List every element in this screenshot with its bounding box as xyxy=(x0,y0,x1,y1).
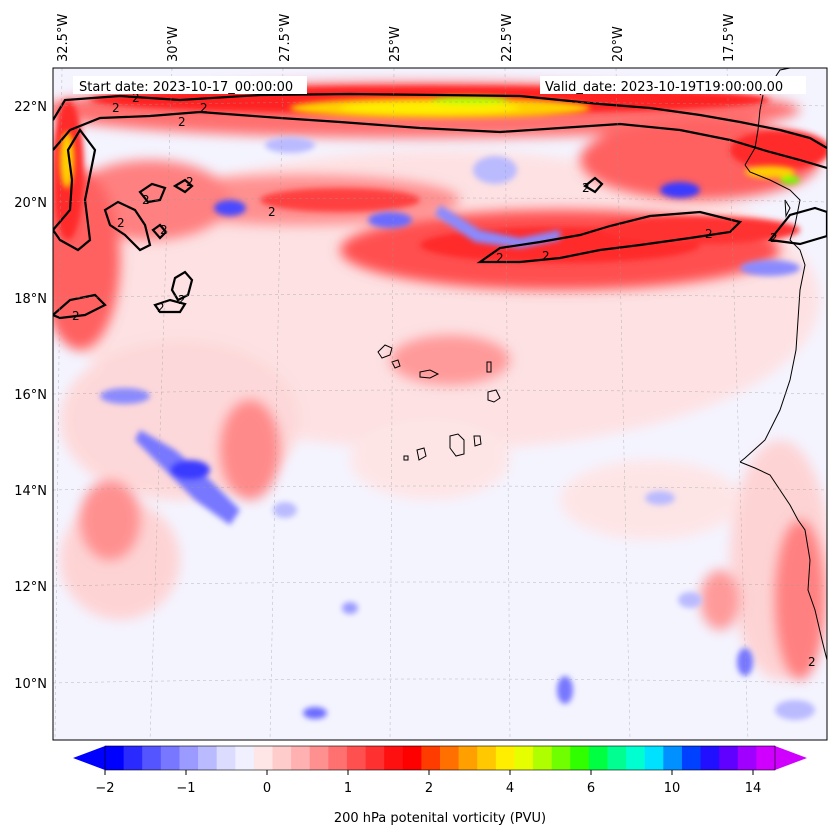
colorbar-tick-label: 14 xyxy=(745,781,762,796)
lat-label-16n: 16°N xyxy=(14,388,47,403)
colorbar-cell xyxy=(346,746,367,770)
contour-label: 2 xyxy=(178,115,186,129)
lon-label-27.5w: 27.5°W xyxy=(278,14,293,62)
colorbar: −2 −1 0 1 2 4 6 10 14 200 hPa potenital … xyxy=(73,745,807,826)
colorbar-cell xyxy=(123,746,143,770)
lat-label-20n: 20°N xyxy=(14,196,47,211)
map-frame xyxy=(52,67,828,741)
contour-label: 2 xyxy=(117,216,125,230)
colorbar-cell xyxy=(291,746,311,770)
contour-label: 2 xyxy=(160,223,168,237)
colorbar-ticks: −2 −1 0 1 2 4 6 10 14 xyxy=(95,770,761,796)
colorbar-cell xyxy=(719,746,739,770)
colorbar-title: 200 hPa potenital vorticity (PVU) xyxy=(334,811,546,826)
colorbar-cell xyxy=(142,746,162,770)
colorbar-cell xyxy=(737,746,757,770)
contour-label: 2 xyxy=(178,293,186,307)
colorbar-tick-label: 4 xyxy=(506,781,514,796)
colorbar-cell xyxy=(681,746,702,770)
contour-label: 2 xyxy=(705,227,713,241)
colorbar-cell xyxy=(495,746,516,770)
lat-label-18n: 18°N xyxy=(14,292,47,307)
lon-label-17.5w: 17.5°W xyxy=(722,14,737,62)
contour-label: 2 xyxy=(112,101,120,115)
contour-label: 2 xyxy=(200,101,208,115)
colorbar-tick-label: 2 xyxy=(425,781,433,796)
colorbar-cell xyxy=(402,746,422,770)
lat-label-14n: 14°N xyxy=(14,484,47,499)
contour-label: 2 xyxy=(186,175,194,189)
colorbar-max-extend xyxy=(775,746,807,770)
colorbar-cell xyxy=(570,746,590,770)
start-date-box xyxy=(73,76,307,94)
valid-date-box xyxy=(540,76,806,94)
colorbar-cell xyxy=(477,746,497,770)
colorbar-cell xyxy=(421,746,441,770)
colorbar-cell xyxy=(216,746,236,770)
map-panel: 2 2 2 2 2 2 2 2 2 2 2 2 2 2 2 2 2 2 xyxy=(52,67,828,741)
lat-label-22n: 22°N xyxy=(14,100,47,115)
contour-label: 2 xyxy=(157,301,165,315)
latitude-labels: 22°N 20°N 18°N 16°N 14°N 12°N 10°N xyxy=(14,100,47,692)
colorbar-cell xyxy=(551,746,571,770)
lon-label-32.5w: 32.5°W xyxy=(56,14,71,62)
colorbar-cell xyxy=(756,746,776,770)
colorbar-cell xyxy=(328,746,348,770)
contour-label: 2 xyxy=(542,249,550,263)
contour-label: 2 xyxy=(142,193,150,207)
colorbar-cell xyxy=(105,746,125,770)
contour-label: 2 xyxy=(808,655,816,669)
pv-contours xyxy=(53,92,827,320)
colorbar-tick-label: 6 xyxy=(587,781,595,796)
coastline xyxy=(377,68,827,661)
lat-label-12n: 12°N xyxy=(14,580,47,595)
colorbar-cell xyxy=(533,746,553,770)
lon-label-30w: 30°W xyxy=(166,26,181,62)
lon-label-22.5w: 22.5°W xyxy=(500,14,515,62)
colorbar-tick-label: 10 xyxy=(664,781,681,796)
lon-label-20w: 20°W xyxy=(611,26,626,62)
longitude-labels: 32.5°W 30°W 27.5°W 25°W 22.5°W 20°W 17.5… xyxy=(56,14,737,62)
contour-label: 2 xyxy=(268,205,276,219)
pv-field: 2 2 2 2 2 2 2 2 2 2 2 2 2 2 2 2 2 2 xyxy=(53,68,827,740)
valid-date-label: Valid_date: 2023-10-19T19:00:00.00 xyxy=(545,80,783,95)
colorbar-cell xyxy=(644,746,664,770)
colorbar-cell xyxy=(272,746,292,770)
colorbar-cell xyxy=(235,746,255,770)
colorbar-cell xyxy=(365,746,385,770)
start-date-label: Start date: 2023-10-17_00:00:00 xyxy=(79,80,293,95)
colorbar-cells xyxy=(105,746,776,770)
colorbar-tick-label: −2 xyxy=(95,781,114,796)
colorbar-cell xyxy=(626,746,646,770)
colorbar-tick-label: 1 xyxy=(344,781,352,796)
colorbar-cell xyxy=(700,746,720,770)
colorbar-cell xyxy=(198,746,218,770)
colorbar-cell xyxy=(663,746,683,770)
colorbar-cell xyxy=(588,746,609,770)
lat-label-10n: 10°N xyxy=(14,677,47,692)
contour-label: 2 xyxy=(72,309,80,323)
colorbar-cell xyxy=(607,746,627,770)
graticule xyxy=(53,68,827,740)
colorbar-cell xyxy=(309,746,329,770)
colorbar-cell xyxy=(384,746,404,770)
colorbar-cell xyxy=(160,746,181,770)
contour-labels: 2 2 2 2 2 2 2 2 2 2 2 2 2 2 2 2 2 2 xyxy=(72,91,816,669)
contour-label: 2 xyxy=(582,181,590,195)
lon-label-25w: 25°W xyxy=(388,26,403,62)
colorbar-tick-label: 0 xyxy=(263,781,271,796)
colorbar-min-extend xyxy=(73,746,105,770)
colorbar-cell xyxy=(458,746,478,770)
colorbar-tick-label: −1 xyxy=(176,781,195,796)
colorbar-cell xyxy=(514,746,534,770)
contour-label: 2 xyxy=(132,91,140,105)
colorbar-cell xyxy=(440,746,460,770)
colorbar-cell xyxy=(179,746,199,770)
colorbar-cell xyxy=(253,746,274,770)
contour-label: 2 xyxy=(770,231,778,245)
contour-label: 2 xyxy=(496,251,504,265)
colorbar-frame xyxy=(104,745,776,771)
